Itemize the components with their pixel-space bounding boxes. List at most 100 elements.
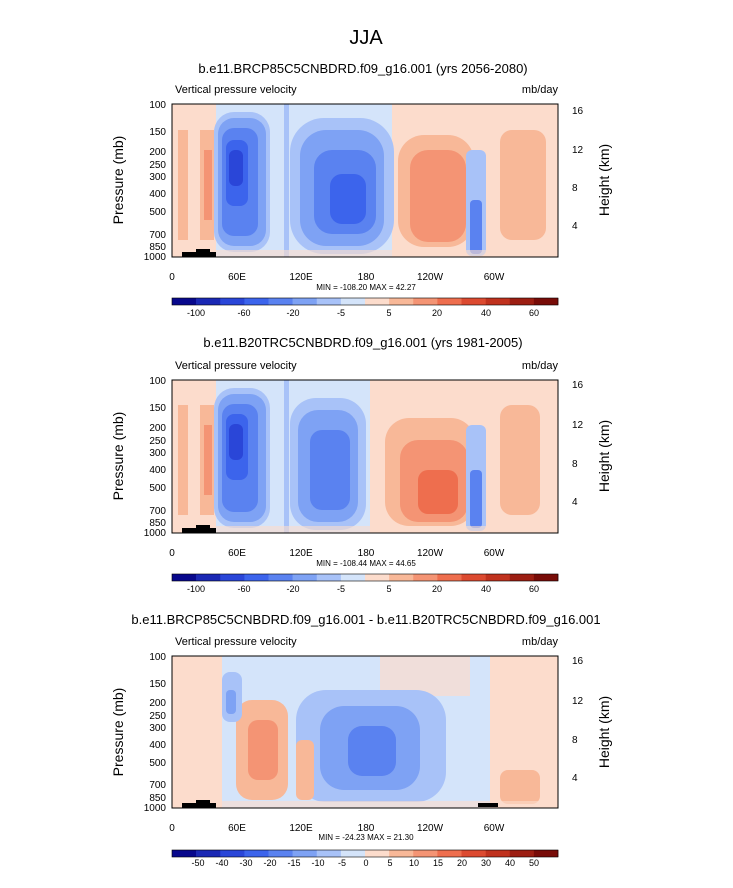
y-tick-label: 100	[149, 376, 166, 387]
y-axis: 100 150 200 250 300 400 500 700 850 1000	[144, 376, 167, 539]
x-tick-label: 180	[358, 272, 375, 283]
colorbar-label: -5	[337, 584, 345, 594]
colorbar-swatch	[172, 298, 197, 305]
colorbar-swatch	[196, 298, 221, 305]
variable-label: Vertical pressure velocity	[175, 636, 297, 648]
x-tick-label: 120E	[289, 823, 313, 834]
x-tick-label: 60E	[228, 823, 246, 834]
units-label: mb/day	[522, 360, 559, 372]
colorbar-label: -20	[263, 858, 276, 868]
colorbar-swatch	[268, 298, 293, 305]
colorbar-swatch	[172, 850, 197, 857]
y-tick-label: 400	[149, 465, 166, 476]
height-axis-title: Height (km)	[596, 420, 612, 492]
height-tick-label: 4	[572, 497, 578, 508]
plot-frame	[171, 379, 559, 534]
colorbar-label: -20	[286, 308, 299, 318]
colorbar-swatch	[316, 574, 342, 581]
colorbar-swatch	[389, 850, 414, 857]
colorbar-swatch	[509, 298, 535, 305]
colorbar-swatch	[437, 574, 462, 581]
colorbar-swatch	[292, 574, 318, 581]
units-label: mb/day	[522, 84, 559, 96]
panel-title: b.e11.B20TRC5CNBDRD.f09_g16.001 (yrs 198…	[203, 335, 522, 350]
colorbar-label: 5	[386, 584, 391, 594]
x-tick-label: 120W	[417, 823, 444, 834]
colorbar-swatch	[389, 574, 414, 581]
x-tick-label: 60W	[484, 272, 505, 283]
colorbar-swatch	[461, 574, 486, 581]
height-tick-label: 4	[572, 221, 578, 232]
colorbar	[171, 849, 559, 858]
colorbar-label: 50	[529, 858, 539, 868]
variable-label: Vertical pressure velocity	[175, 84, 297, 96]
height-tick-label: 12	[572, 420, 584, 431]
colorbar-swatch	[485, 574, 511, 581]
colorbar-frame	[171, 297, 559, 306]
colorbar-label: 20	[432, 584, 442, 594]
colorbar-label: -5	[337, 308, 345, 318]
y-tick-label: 400	[149, 189, 166, 200]
colorbar-label: -30	[239, 858, 252, 868]
colorbar-swatch	[220, 298, 245, 305]
x-tick-label: 0	[169, 823, 175, 834]
colorbar-labels: -100 -60 -20 -5 5 20 40 60	[187, 584, 539, 594]
y-tick-label: 200	[149, 698, 166, 709]
x-tick-label: 120E	[289, 548, 313, 559]
colorbar-label: 20	[432, 308, 442, 318]
colorbar-swatch	[340, 850, 366, 857]
colorbar-frame	[171, 573, 559, 582]
x-tick-label: 60W	[484, 823, 505, 834]
y-tick-label: 400	[149, 740, 166, 751]
panel-2: b.e11.B20TRC5CNBDRD.f09_g16.001 (yrs 198…	[110, 335, 612, 594]
x-tick-label: 0	[169, 548, 175, 559]
colorbar-swatch	[268, 850, 293, 857]
colorbar-swatch	[220, 574, 245, 581]
colorbar-label: 40	[481, 584, 491, 594]
contour-field	[172, 380, 558, 533]
y-tick-label: 150	[149, 679, 166, 690]
height-tick-label: 16	[572, 106, 584, 117]
colorbar-labels: -50 -40 -30 -20 -15 -10 -5 0 5 10 15 20 …	[191, 858, 539, 868]
height-tick-label: 16	[572, 656, 584, 667]
height-axis: 16 12 8 4	[572, 656, 584, 784]
y-tick-label: 1000	[144, 803, 167, 814]
colorbar-frame	[171, 849, 559, 858]
colorbar-label: -60	[237, 584, 250, 594]
colorbar-swatch	[244, 850, 269, 857]
x-tick-label: 0	[169, 272, 175, 283]
colorbar-label: 20	[457, 858, 467, 868]
x-tick-label: 60E	[228, 548, 246, 559]
x-axis: 0 60E 120E 180 120W 60W	[169, 272, 505, 283]
min-max-text: MIN = -24.23 MAX = 21.30	[318, 833, 414, 842]
x-axis: 0 60E 120E 180 120W 60W	[169, 823, 505, 834]
colorbar-labels: -100 -60 -20 -5 5 20 40 60	[187, 308, 539, 318]
colorbar-swatch	[437, 850, 462, 857]
y-tick-label: 100	[149, 100, 166, 111]
colorbar-swatch	[316, 298, 342, 305]
colorbar-label: 5	[387, 858, 392, 868]
x-tick-label: 180	[358, 548, 375, 559]
colorbar-swatch	[268, 574, 293, 581]
colorbar-swatch	[365, 850, 390, 857]
height-axis: 16 12 8 4	[572, 106, 584, 232]
y-tick-label: 500	[149, 207, 166, 218]
y-tick-label: 300	[149, 448, 166, 459]
colorbar-swatch	[244, 574, 269, 581]
x-axis: 0 60E 120E 180 120W 60W	[169, 548, 505, 559]
y-tick-label: 850	[149, 242, 166, 253]
colorbar-label: -20	[286, 584, 299, 594]
colorbar-swatch	[533, 298, 559, 305]
height-tick-label: 12	[572, 696, 584, 707]
colorbar-swatch	[413, 298, 438, 305]
figure-title: JJA	[349, 27, 383, 49]
colorbar-swatch	[292, 850, 318, 857]
colorbar-swatch	[485, 298, 511, 305]
panel-1: b.e11.BRCP85C5CNBDRD.f09_g16.001 (yrs 20…	[110, 61, 612, 318]
colorbar-swatch	[533, 850, 559, 857]
colorbar-swatch	[365, 574, 390, 581]
colorbar	[171, 573, 559, 582]
units-label: mb/day	[522, 636, 559, 648]
colorbar-label: -5	[338, 858, 346, 868]
